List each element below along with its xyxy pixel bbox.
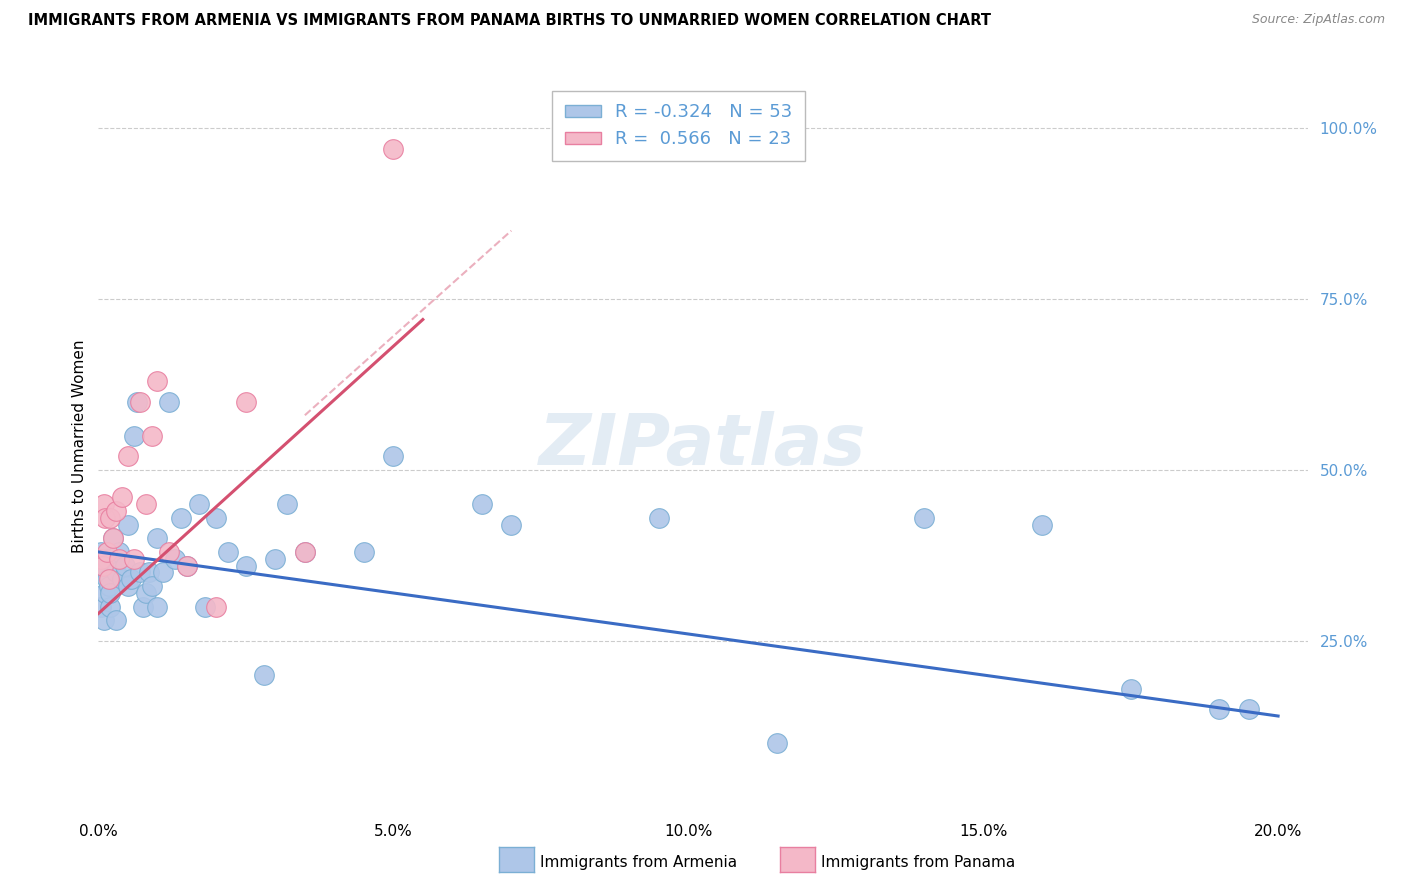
Point — [93, 613, 115, 627]
Point — [1031, 517, 1053, 532]
Point — [141, 579, 163, 593]
Point — [471, 497, 494, 511]
Point — [146, 374, 169, 388]
Point — [276, 497, 298, 511]
Point — [146, 531, 169, 545]
Point — [187, 497, 209, 511]
Legend: R = -0.324   N = 53, R =  0.566   N = 23: R = -0.324 N = 53, R = 0.566 N = 23 — [553, 91, 806, 161]
Point — [912, 510, 935, 524]
Point — [135, 497, 157, 511]
Point — [108, 545, 131, 559]
Point — [125, 394, 148, 409]
Point — [101, 531, 124, 545]
Text: Immigrants from Armenia: Immigrants from Armenia — [540, 855, 737, 870]
Point — [91, 558, 114, 573]
Point — [353, 545, 375, 559]
Point — [98, 586, 121, 600]
Point — [294, 545, 316, 559]
Point — [217, 545, 239, 559]
Point — [122, 429, 145, 443]
Point — [205, 599, 228, 614]
Point — [90, 545, 112, 559]
Point — [90, 551, 112, 566]
Point — [105, 566, 128, 580]
Point — [252, 668, 274, 682]
Point — [93, 497, 115, 511]
Point — [98, 579, 121, 593]
Point — [382, 142, 405, 156]
Point — [93, 566, 115, 580]
Point — [111, 572, 134, 586]
Point — [98, 599, 121, 614]
Point — [96, 551, 118, 566]
Text: IMMIGRANTS FROM ARMENIA VS IMMIGRANTS FROM PANAMA BIRTHS TO UNMARRIED WOMEN CORR: IMMIGRANTS FROM ARMENIA VS IMMIGRANTS FR… — [28, 13, 991, 29]
Point — [294, 545, 316, 559]
Point — [1208, 702, 1230, 716]
Point — [157, 394, 180, 409]
Point — [90, 599, 112, 614]
Point — [165, 551, 187, 566]
Point — [157, 545, 180, 559]
Point — [765, 736, 787, 750]
Point — [120, 572, 142, 586]
Point — [146, 599, 169, 614]
Point — [135, 586, 157, 600]
Point — [98, 572, 121, 586]
Point — [94, 586, 117, 600]
Point — [176, 558, 198, 573]
Point — [141, 429, 163, 443]
Point — [117, 517, 139, 532]
Point — [501, 517, 523, 532]
Point — [96, 572, 118, 586]
Point — [128, 394, 150, 409]
Point — [1237, 702, 1260, 716]
Point — [176, 558, 198, 573]
Point — [101, 531, 124, 545]
Point — [111, 490, 134, 504]
Point — [96, 545, 118, 559]
Point — [122, 551, 145, 566]
Point — [648, 510, 671, 524]
Point — [131, 599, 153, 614]
Point — [105, 613, 128, 627]
Point — [105, 504, 128, 518]
Point — [114, 558, 136, 573]
Point — [138, 566, 160, 580]
Point — [152, 566, 174, 580]
Point — [194, 599, 217, 614]
Y-axis label: Births to Unmarried Women: Births to Unmarried Women — [72, 339, 87, 553]
Text: ZIPatlas: ZIPatlas — [540, 411, 866, 481]
Point — [128, 566, 150, 580]
Point — [98, 510, 121, 524]
Point — [235, 394, 257, 409]
Point — [94, 510, 117, 524]
Point — [108, 551, 131, 566]
Point — [382, 449, 405, 463]
Point — [170, 510, 193, 524]
Point — [1119, 681, 1142, 696]
Text: Source: ZipAtlas.com: Source: ZipAtlas.com — [1251, 13, 1385, 27]
Point — [264, 551, 287, 566]
Point — [235, 558, 257, 573]
Point — [117, 449, 139, 463]
Point — [117, 579, 139, 593]
Text: Immigrants from Panama: Immigrants from Panama — [821, 855, 1015, 870]
Point — [205, 510, 228, 524]
